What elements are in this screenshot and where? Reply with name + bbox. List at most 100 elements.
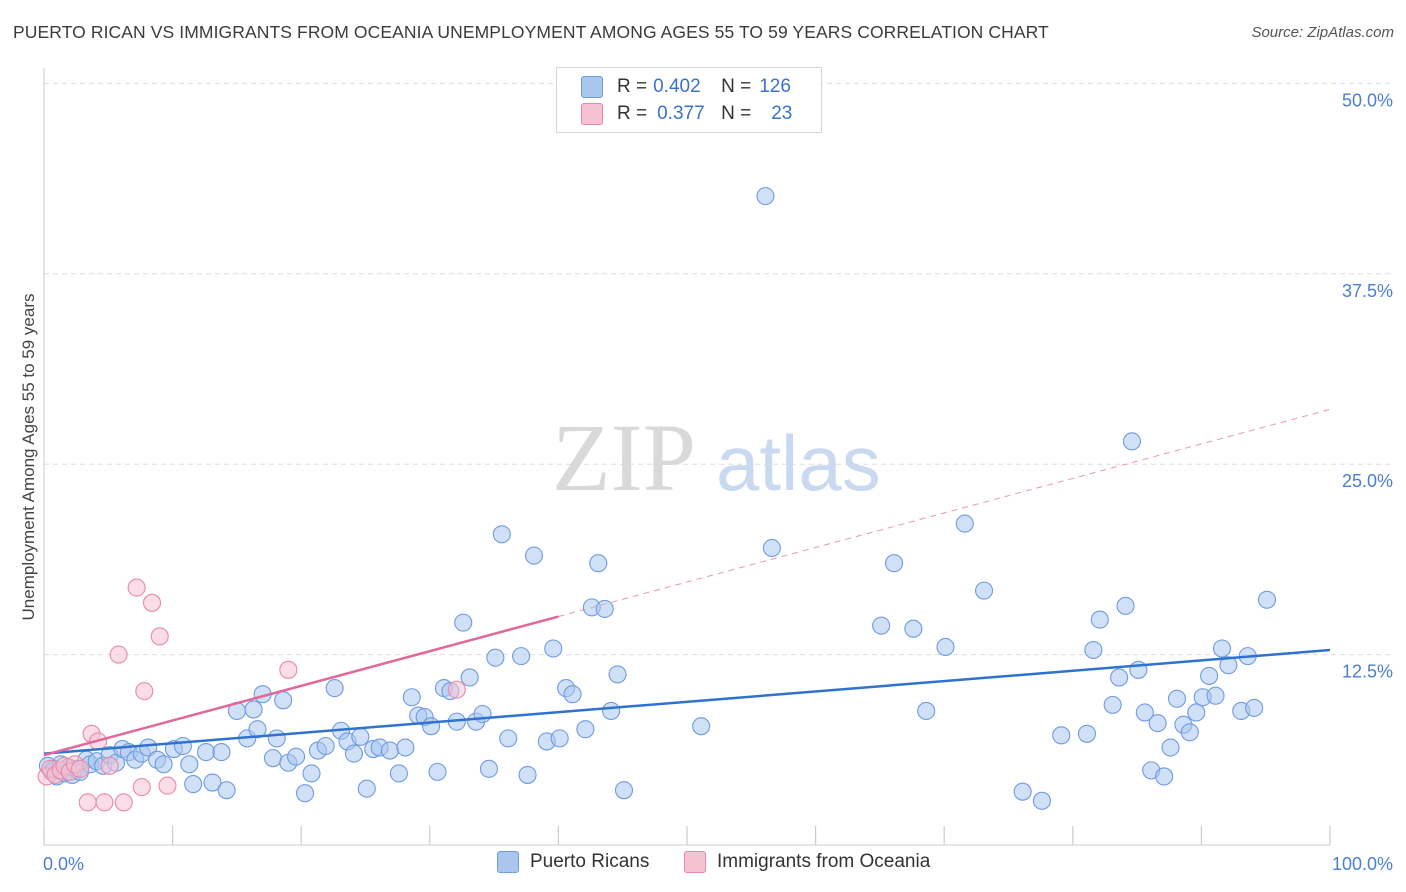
- puerto-rican-point: [1122, 432, 1142, 451]
- puerto-rican-point: [518, 765, 537, 784]
- puerto-rican-point: [184, 775, 203, 794]
- y-tick-label: 50.0%: [1342, 90, 1393, 110]
- r-label: R =: [617, 76, 648, 97]
- puerto-rican-point: [955, 514, 974, 533]
- puerto-rican-point: [499, 729, 518, 748]
- oceania-points: [37, 578, 466, 812]
- puerto-rican-point: [762, 538, 781, 558]
- puerto-rican-point: [428, 762, 447, 781]
- puerto-rican-point: [1245, 698, 1264, 717]
- puerto-rican-point: [1116, 596, 1135, 615]
- puerto-rican-point: [692, 717, 711, 736]
- puerto-rican-point: [550, 729, 569, 748]
- puerto-rican-point: [1013, 782, 1032, 801]
- source-label: Source: ZipAtlas.com: [1251, 24, 1394, 41]
- n-label: N =: [721, 76, 752, 97]
- legend-puerto-ricans: Puerto Ricans: [497, 851, 649, 873]
- puerto-rican-point: [402, 688, 421, 707]
- oceania-point: [78, 793, 97, 812]
- puerto-rican-point: [316, 736, 335, 756]
- puerto-rican-point: [274, 691, 293, 710]
- puerto-rican-point: [1206, 686, 1225, 705]
- puerto-rican-point: [602, 701, 621, 721]
- puerto-rican-point: [563, 685, 582, 704]
- y-tick-label: 25.0%: [1342, 471, 1393, 491]
- puerto-rican-point: [380, 741, 399, 760]
- puerto-rican-point: [492, 525, 511, 544]
- puerto-rican-point: [267, 729, 286, 748]
- puerto-rican-point: [460, 668, 479, 687]
- puerto-rican-point: [389, 764, 408, 783]
- puerto-rican-point: [325, 679, 344, 698]
- puerto-rican-point: [302, 764, 321, 783]
- puerto-rican-point: [512, 647, 531, 666]
- blue-swatch: [581, 76, 603, 98]
- pink-legend-swatch: [684, 851, 706, 873]
- oceania-point: [150, 627, 169, 646]
- puerto-rican-point: [422, 717, 441, 736]
- trend-lines: [43, 615, 1331, 757]
- oceania-point: [158, 776, 177, 795]
- oceania-point: [135, 682, 154, 701]
- puerto-rican-point: [1219, 656, 1238, 675]
- puerto-rican-point: [396, 738, 415, 757]
- y-tick-label: 12.5%: [1342, 662, 1393, 682]
- puerto-rican-point: [287, 747, 306, 766]
- puerto-rican-point: [244, 700, 263, 719]
- puerto-rican-point: [296, 784, 315, 803]
- puerto-rican-point: [1167, 689, 1187, 708]
- puerto-rican-point: [614, 781, 634, 800]
- oceania-point: [279, 660, 298, 679]
- oceania-point: [127, 578, 146, 597]
- stats-legend-row-puerto-rican: R = 0.402 N = 126: [557, 73, 791, 101]
- puerto-rican-point: [756, 187, 775, 206]
- puerto-rican-point: [1187, 703, 1206, 722]
- puerto-rican-point: [1257, 590, 1277, 609]
- puerto-rican-point: [154, 755, 173, 774]
- puerto-rican-point: [1084, 640, 1103, 660]
- puerto-rican-point: [936, 637, 955, 657]
- puerto-rican-point: [1155, 767, 1174, 786]
- y-tick-label: 37.5%: [1342, 281, 1393, 301]
- n-value: 23: [771, 103, 793, 124]
- puerto-rican-point: [608, 665, 627, 684]
- watermark-zip: ZIP: [552, 404, 696, 511]
- chart-title: PUERTO RICAN VS IMMIGRANTS FROM OCEANIA …: [13, 22, 1049, 42]
- puerto-rican-point: [1212, 639, 1232, 658]
- puerto-rican-point: [180, 755, 199, 774]
- y-axis-label: Unemployment Among Ages 55 to 59 years: [19, 294, 38, 621]
- puerto-rican-point: [263, 749, 282, 768]
- legend-oceania: Immigrants from Oceania: [684, 851, 930, 873]
- axes: [43, 68, 1331, 846]
- oceania-point: [447, 680, 466, 699]
- oceania-trend-extension: [558, 408, 1331, 618]
- pink-swatch: [581, 103, 603, 125]
- puerto-rican-point: [975, 581, 994, 600]
- oceania-point: [142, 593, 162, 612]
- puerto-rican-points: [38, 187, 1277, 810]
- puerto-rican-point: [203, 773, 222, 792]
- puerto-rican-point: [917, 701, 936, 721]
- puerto-rican-point: [904, 619, 923, 638]
- puerto-rican-point: [1200, 666, 1219, 685]
- oceania-point: [132, 778, 151, 797]
- puerto-rican-point: [595, 599, 614, 618]
- puerto-rican-point: [1090, 610, 1109, 629]
- puerto-rican-point: [212, 743, 231, 762]
- puerto-rican-point: [1032, 791, 1051, 810]
- n-value: 126: [759, 76, 791, 97]
- puerto-rican-point: [196, 743, 216, 762]
- blue-legend-swatch: [497, 851, 519, 873]
- puerto-rican-trend-line: [43, 648, 1331, 755]
- legend-label-oceania: Immigrants from Oceania: [717, 851, 931, 872]
- puerto-rican-point: [357, 779, 376, 798]
- oceania-point: [70, 759, 90, 778]
- puerto-rican-point: [1052, 726, 1071, 745]
- legend-label-puerto-ricans: Puerto Ricans: [530, 851, 650, 872]
- oceania-point: [100, 756, 119, 775]
- puerto-rican-point: [344, 744, 363, 763]
- puerto-rican-point: [217, 781, 236, 800]
- puerto-rican-point: [576, 720, 595, 739]
- puerto-rican-point: [1110, 668, 1129, 687]
